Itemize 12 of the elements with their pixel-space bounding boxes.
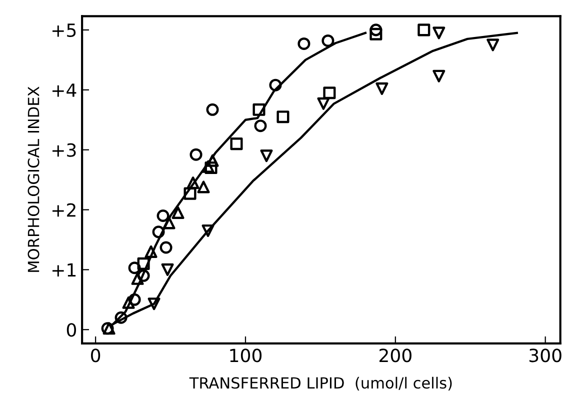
y-tick-label: +2 <box>52 203 76 217</box>
y-tick-label: 0 <box>66 323 76 337</box>
y-tick-label: +1 <box>52 263 76 277</box>
x-tick-label: 0 <box>91 348 100 362</box>
y-axis-title: MORPHOLOGICAL INDEX <box>28 86 40 272</box>
y-tick-label: +5 <box>52 24 76 38</box>
x-tick-label: 300 <box>529 348 562 362</box>
y-tick-label: +4 <box>52 84 76 97</box>
x-tick-label: 100 <box>230 348 262 362</box>
x-tick-label: 200 <box>380 348 412 362</box>
x-axis-title: TRANSFERRED LIPID (umol/l cells) <box>189 376 452 390</box>
y-tick-label: +3 <box>52 143 76 157</box>
